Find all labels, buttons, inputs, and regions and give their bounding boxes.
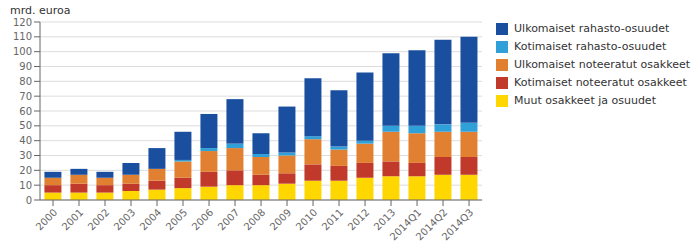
svg-text:60: 60 [19, 106, 32, 117]
svg-text:10: 10 [19, 180, 32, 191]
svg-text:70: 70 [19, 91, 32, 102]
svg-text:20: 20 [19, 165, 32, 176]
svg-text:2014Q2: 2014Q2 [413, 206, 450, 243]
html-text:Kotimaiset rahasto-osuudet: Kotimaiset rahasto-osuudet [514, 40, 667, 53]
svg-text:2014Q1: 2014Q1 [387, 206, 424, 243]
svg-text:2014Q3: 2014Q3 [440, 207, 476, 243]
svg-text:100: 100 [13, 46, 32, 57]
html-text:Muut osakkeet ja osuudet: Muut osakkeet ja osuudet [514, 94, 656, 107]
svg-text:2013: 2013 [371, 206, 398, 233]
html-text:Ulkomaiset noteeratut osakkeet: Ulkomaiset noteeratut osakkeet [514, 58, 690, 71]
svg-text:2001: 2001 [60, 207, 86, 233]
svg-text:2000: 2000 [34, 207, 60, 233]
svg-text:0: 0 [26, 195, 32, 206]
svg-text:2002: 2002 [86, 207, 112, 233]
svg-text:2007: 2007 [216, 207, 242, 233]
svg-text:2009: 2009 [268, 207, 294, 233]
svg-text:2005: 2005 [164, 207, 190, 233]
svg-text:110: 110 [13, 31, 32, 42]
svg-text:90: 90 [19, 61, 32, 72]
svg-text:120: 120 [13, 17, 32, 28]
svg-text:2008: 2008 [242, 207, 268, 233]
svg-text:40: 40 [19, 135, 32, 146]
svg-text:2011: 2011 [320, 207, 346, 233]
svg-text:2010: 2010 [294, 207, 320, 233]
svg-text:30: 30 [19, 150, 32, 161]
svg-text:80: 80 [19, 76, 32, 87]
svg-text:2012: 2012 [346, 207, 372, 233]
svg-text:2004: 2004 [138, 207, 164, 233]
svg-text:2006: 2006 [190, 207, 216, 233]
html-text:mrd. euroa: mrd. euroa [10, 4, 71, 17]
html-text:Kotimaiset noteeratut osakkeet: Kotimaiset noteeratut osakkeet [514, 76, 687, 89]
svg-text:2003: 2003 [112, 207, 138, 233]
svg-text:50: 50 [19, 120, 32, 131]
html-text:Ulkomaiset rahasto-osuudet: Ulkomaiset rahasto-osuudet [514, 22, 670, 35]
